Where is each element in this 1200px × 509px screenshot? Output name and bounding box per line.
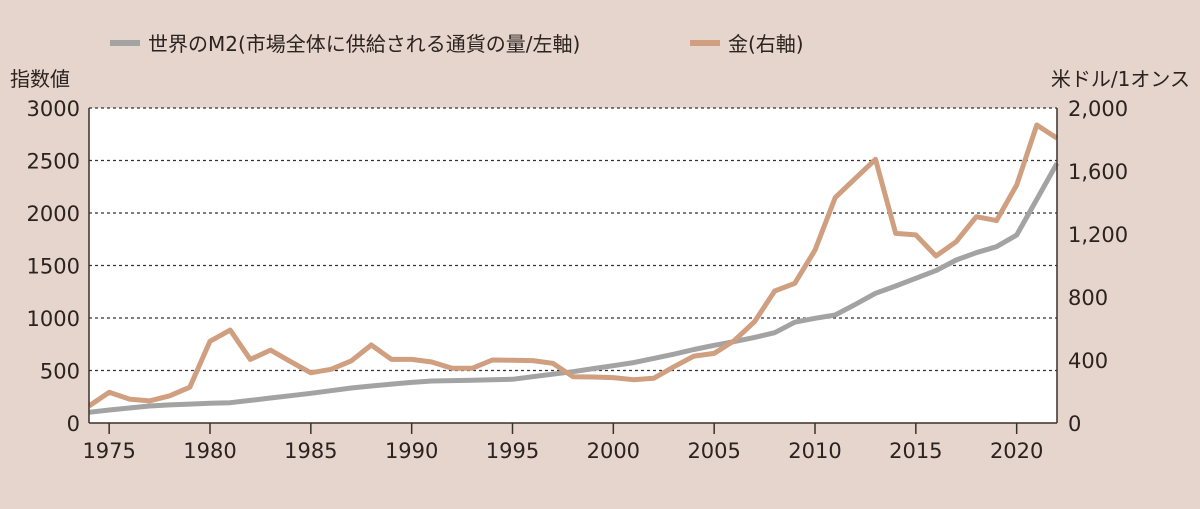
y-left-tick-label: 1500: [27, 255, 80, 279]
y-left-tick-label: 3000: [27, 97, 80, 121]
x-tick-label: 2005: [687, 439, 740, 463]
y-right-tick-label: 1,200: [1068, 223, 1128, 247]
y-left-tick-label: 1000: [27, 307, 80, 331]
x-tick-label: 1990: [385, 439, 438, 463]
y-left-tick-label: 2000: [27, 202, 80, 226]
legend-label-gold: 金(右軸): [728, 32, 804, 56]
x-tick-label: 1980: [183, 439, 236, 463]
y-left-axis-title: 指数値: [10, 67, 70, 91]
y-right-tick-label: 800: [1068, 286, 1108, 310]
x-tick-label: 1975: [82, 439, 135, 463]
y-right-tick-label: 0: [1068, 412, 1081, 436]
x-tick-label: 2020: [990, 439, 1043, 463]
y-right-axis-title: 米ドル/1オンス: [1051, 67, 1190, 91]
legend-label-m2: 世界のM2(市場全体に供給される通貨の量/左軸): [148, 32, 580, 56]
series-line-m2: [88, 162, 1060, 415]
x-tick-label: 1985: [284, 439, 337, 463]
x-tick-label: 2010: [788, 439, 841, 463]
y-right-tick-label: 2,000: [1068, 97, 1128, 121]
x-tick-label: 1995: [486, 439, 539, 463]
x-tick-label: 2000: [587, 439, 640, 463]
y-left-tick-label: 0: [67, 412, 80, 436]
y-left-tick-label: 500: [40, 360, 80, 384]
legend: 世界のM2(市場全体に供給される通貨の量/左軸) 金(右軸): [110, 32, 804, 56]
y-left-tick-label: 2500: [27, 150, 80, 174]
series-line-gold: [87, 122, 1059, 409]
y-right-tick-label: 400: [1068, 349, 1108, 373]
x-tick-label: 2015: [889, 439, 942, 463]
y-right-tick-label: 1,600: [1068, 160, 1128, 184]
